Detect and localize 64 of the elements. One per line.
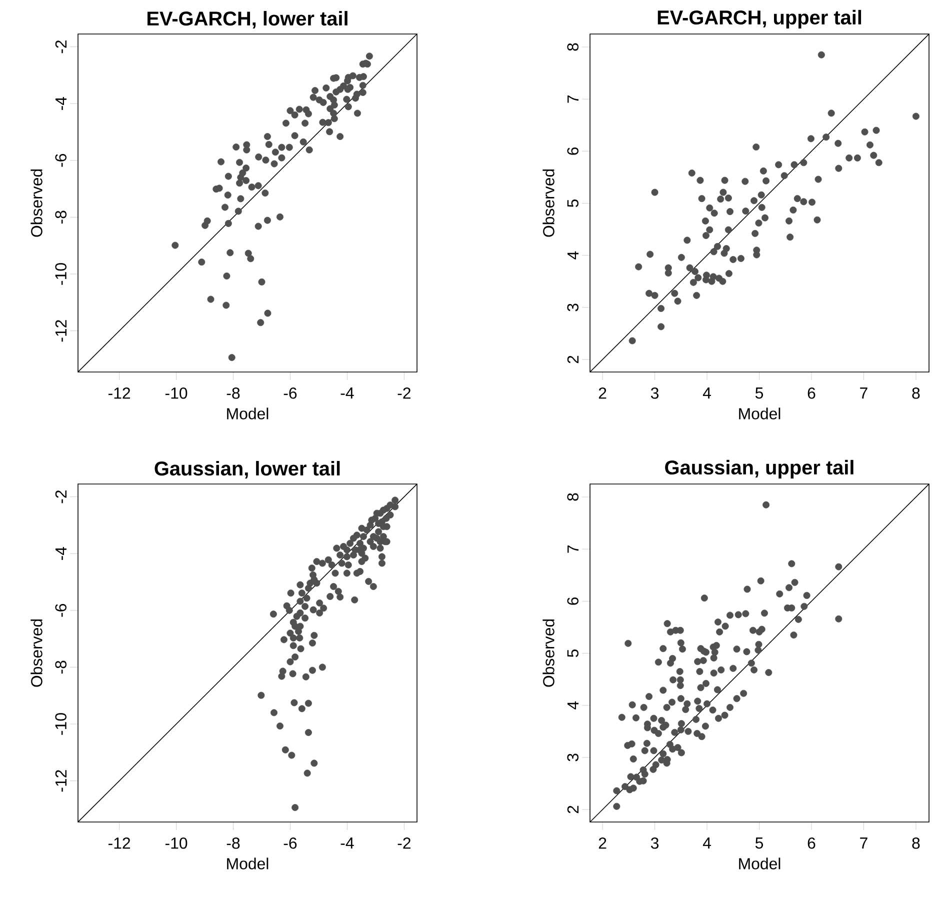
x-tick-label: 7 (860, 838, 868, 848)
x-tick-label: 2 (598, 838, 606, 849)
chart-title: Gaussian, upper tail (665, 460, 854, 479)
x-tick-label: -10 (165, 388, 188, 399)
x-tick-label: 2 (598, 388, 606, 399)
x-tick-label: 4 (702, 838, 711, 848)
chart-title: Gaussian, lower tail (154, 460, 340, 478)
y-tick-label: 6 (567, 147, 578, 155)
x-tick-label: -12 (108, 388, 130, 399)
x-tick-label: -8 (226, 388, 240, 399)
chart-title: EV-GARCH, lower tail (148, 10, 348, 28)
x-tick-label: -6 (284, 388, 297, 399)
y-tick-label: -10 (55, 263, 66, 285)
y-axis-title: Observed (30, 169, 42, 237)
y-tick-label: 4 (568, 251, 578, 260)
x-axis-title: Model (739, 408, 780, 420)
x-tick-label: -2 (398, 388, 410, 399)
x-tick-label: 3 (650, 388, 658, 399)
x-tick-label: 5 (755, 838, 764, 849)
y-tick-label: 8 (567, 493, 578, 501)
y-tick-label: -6 (55, 604, 66, 617)
y-tick-label: -6 (55, 154, 66, 167)
x-axis-title: Model (227, 408, 268, 420)
y-tick-label: -4 (56, 96, 66, 110)
y-tick-label: 2 (567, 806, 578, 814)
x-tick-label: -2 (398, 838, 410, 849)
y-axis-title: Observed (542, 619, 554, 687)
y-tick-label: -12 (55, 320, 66, 342)
x-tick-label: 5 (755, 388, 764, 399)
y-tick-label: 7 (568, 545, 578, 553)
x-tick-label: -4 (340, 388, 354, 398)
y-tick-label: 3 (567, 304, 578, 312)
x-axis-title: Model (227, 858, 268, 870)
x-tick-label: 8 (912, 388, 920, 399)
y-tick-label: -8 (55, 210, 66, 224)
x-tick-label: 6 (808, 838, 816, 849)
y-tick-label: 2 (567, 356, 578, 364)
x-tick-label: 7 (860, 388, 868, 398)
x-tick-label: -12 (108, 838, 130, 849)
x-tick-label: 8 (912, 838, 920, 849)
y-tick-label: 5 (567, 200, 578, 208)
y-axis-title: Observed (30, 619, 42, 687)
y-tick-label: 3 (567, 754, 578, 762)
y-tick-label: -12 (55, 770, 66, 792)
y-tick-label: 4 (568, 701, 578, 710)
y-tick-label: 7 (568, 95, 578, 103)
y-tick-label: 6 (567, 597, 578, 605)
y-tick-label: -2 (55, 490, 66, 504)
x-tick-label: 4 (702, 388, 711, 398)
y-tick-label: 8 (567, 43, 578, 51)
y-tick-label: -8 (55, 660, 66, 674)
x-axis-title: Model (739, 858, 780, 870)
y-tick-label: -4 (56, 546, 66, 560)
chart-title: EV-GARCH, upper tail (658, 10, 862, 28)
y-tick-label: -2 (55, 40, 66, 54)
x-tick-label: 3 (650, 838, 658, 849)
x-tick-label: -8 (226, 838, 240, 849)
x-tick-label: -10 (165, 838, 188, 849)
x-tick-label: -6 (284, 838, 297, 849)
y-axis-title: Observed (542, 169, 554, 237)
x-tick-label: -4 (340, 838, 354, 848)
y-tick-label: 5 (567, 650, 578, 658)
y-tick-label: -10 (55, 713, 66, 735)
x-tick-label: 6 (808, 388, 816, 399)
